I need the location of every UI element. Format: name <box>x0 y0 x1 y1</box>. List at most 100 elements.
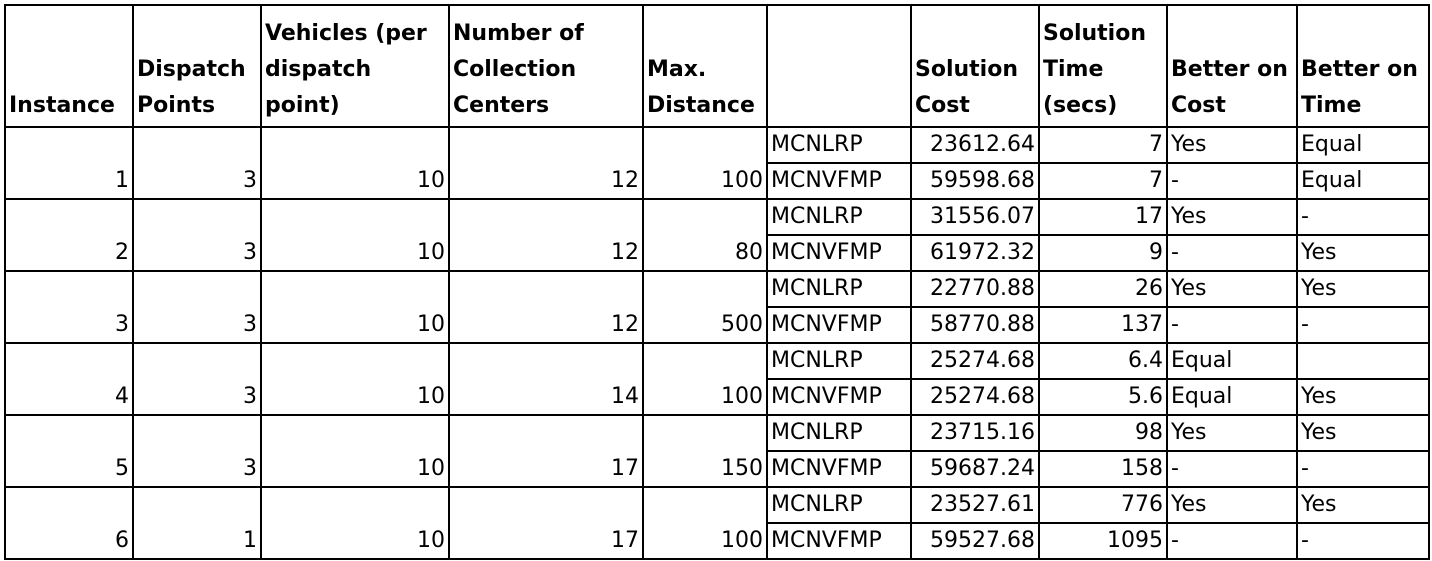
header-dispatch-points: Dispatch Points <box>132 4 262 128</box>
cell-instance: 3 <box>4 270 134 344</box>
cell-method: MCNVFMP <box>766 234 912 272</box>
cell-better-cost: - <box>1166 450 1298 488</box>
cell-solution-cost: 23527.61 <box>910 486 1040 524</box>
table-row: 3 3 10 12 500 MCNLRP 22770.88 26 Yes Yes <box>4 270 1430 344</box>
cell-max-distance: 100 <box>642 342 768 416</box>
cell-instance: 4 <box>4 342 134 416</box>
cell-solution-cost: 58770.88 <box>910 306 1040 344</box>
results-table: Instance Dispatch Points Vehicles (per d… <box>4 4 1430 560</box>
header-solution-cost: Solution Cost <box>910 4 1040 128</box>
table-row: MCNVFMP 59598.68 7 - Equal <box>5 162 1430 200</box>
header-method <box>766 4 912 128</box>
cell-solution-time: 137 <box>1038 306 1168 344</box>
cell-solution-time: 9 <box>1038 234 1168 272</box>
table-row: 4 3 10 14 100 MCNLRP 25274.68 6.4 Equal <box>4 342 1430 416</box>
table-row: 5 3 10 17 150 MCNLRP 23715.16 98 Yes Yes <box>4 414 1430 488</box>
table-row: MCNVFMP 25274.68 5.6 Equal Yes <box>5 378 1430 416</box>
cell-method: MCNVFMP <box>766 378 912 416</box>
cell-instance: 6 <box>4 486 134 560</box>
cell-method: MCNLRP <box>766 342 912 380</box>
cell-dispatch-points: 3 <box>132 198 262 272</box>
cell-method: MCNVFMP <box>766 450 912 488</box>
cell-better-time: Yes <box>1296 270 1430 308</box>
cell-collection-centers: 17 <box>448 414 644 488</box>
cell-vehicles: 10 <box>260 486 450 560</box>
cell-better-time: Equal <box>1296 126 1430 164</box>
cell-max-distance: 80 <box>642 198 768 272</box>
cell-collection-centers: 12 <box>448 126 644 200</box>
cell-solution-time: 17 <box>1038 198 1168 236</box>
cell-dispatch-points: 3 <box>132 414 262 488</box>
cell-better-cost: Equal <box>1166 378 1298 416</box>
cell-method: MCNLRP <box>766 270 912 308</box>
cell-collection-centers: 12 <box>448 198 644 272</box>
cell-better-time: Yes <box>1296 486 1430 524</box>
cell-better-cost: Yes <box>1166 270 1298 308</box>
cell-better-time: - <box>1296 522 1430 560</box>
cell-method: MCNVFMP <box>766 522 912 560</box>
cell-solution-time: 98 <box>1038 414 1168 452</box>
cell-better-cost: - <box>1166 234 1298 272</box>
cell-max-distance: 100 <box>642 486 768 560</box>
cell-max-distance: 500 <box>642 270 768 344</box>
table-row: MCNVFMP 58770.88 137 - - <box>5 306 1430 344</box>
cell-better-time: Equal <box>1296 162 1430 200</box>
cell-solution-cost: 22770.88 <box>910 270 1040 308</box>
header-row: Instance Dispatch Points Vehicles (per d… <box>4 4 1430 128</box>
cell-better-cost: - <box>1166 306 1298 344</box>
header-instance: Instance <box>4 4 134 128</box>
cell-better-time <box>1296 342 1430 380</box>
header-vehicles: Vehicles (per dispatch point) <box>260 4 450 128</box>
cell-instance: 5 <box>4 414 134 488</box>
cell-instance: 2 <box>4 198 134 272</box>
cell-better-time: - <box>1296 450 1430 488</box>
header-max-distance: Max. Distance <box>642 4 768 128</box>
cell-vehicles: 10 <box>260 270 450 344</box>
cell-better-cost: - <box>1166 162 1298 200</box>
cell-vehicles: 10 <box>260 126 450 200</box>
cell-method: MCNVFMP <box>766 306 912 344</box>
cell-dispatch-points: 3 <box>132 342 262 416</box>
cell-solution-time: 6.4 <box>1038 342 1168 380</box>
cell-solution-cost: 61972.32 <box>910 234 1040 272</box>
cell-max-distance: 150 <box>642 414 768 488</box>
cell-collection-centers: 14 <box>448 342 644 416</box>
header-better-time: Better on Time <box>1296 4 1430 128</box>
cell-solution-cost: 59527.68 <box>910 522 1040 560</box>
cell-dispatch-points: 3 <box>132 270 262 344</box>
cell-instance: 1 <box>4 126 134 200</box>
cell-solution-time: 5.6 <box>1038 378 1168 416</box>
table-row: MCNVFMP 59527.68 1095 - - <box>5 522 1430 560</box>
cell-dispatch-points: 3 <box>132 126 262 200</box>
cell-better-cost: Yes <box>1166 414 1298 452</box>
cell-solution-time: 26 <box>1038 270 1168 308</box>
cell-better-cost: - <box>1166 522 1298 560</box>
cell-solution-cost: 59687.24 <box>910 450 1040 488</box>
cell-vehicles: 10 <box>260 414 450 488</box>
header-solution-time: Solution Time (secs) <box>1038 4 1168 128</box>
cell-dispatch-points: 1 <box>132 486 262 560</box>
table-row: 1 3 10 12 100 MCNLRP 23612.64 7 Yes Equa… <box>4 126 1430 200</box>
cell-better-time: Yes <box>1296 414 1430 452</box>
cell-collection-centers: 17 <box>448 486 644 560</box>
cell-vehicles: 10 <box>260 198 450 272</box>
cell-solution-cost: 23612.64 <box>910 126 1040 164</box>
cell-solution-time: 1095 <box>1038 522 1168 560</box>
cell-solution-cost: 31556.07 <box>910 198 1040 236</box>
cell-better-cost: Yes <box>1166 126 1298 164</box>
cell-better-cost: Yes <box>1166 198 1298 236</box>
cell-max-distance: 100 <box>642 126 768 200</box>
table-body: 1 3 10 12 100 MCNLRP 23612.64 7 Yes Equa… <box>4 126 1430 560</box>
cell-solution-cost: 59598.68 <box>910 162 1040 200</box>
table-header: Instance Dispatch Points Vehicles (per d… <box>4 4 1430 128</box>
cell-solution-cost: 25274.68 <box>910 378 1040 416</box>
table-row: MCNVFMP 59687.24 158 - - <box>5 450 1430 488</box>
cell-method: MCNVFMP <box>766 162 912 200</box>
cell-method: MCNLRP <box>766 126 912 164</box>
cell-better-time: - <box>1296 306 1430 344</box>
cell-better-time: Yes <box>1296 234 1430 272</box>
cell-better-time: - <box>1296 198 1430 236</box>
table-row: 6 1 10 17 100 MCNLRP 23527.61 776 Yes Ye… <box>4 486 1430 560</box>
cell-method: MCNLRP <box>766 198 912 236</box>
cell-solution-time: 158 <box>1038 450 1168 488</box>
